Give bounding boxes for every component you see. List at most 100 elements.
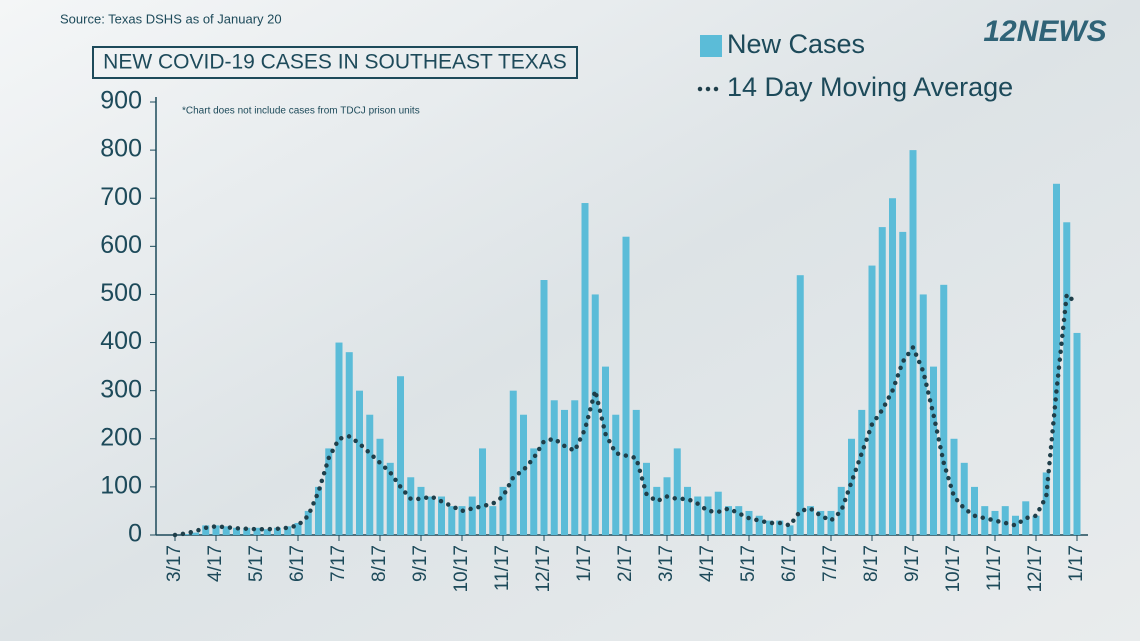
bar [356,390,363,535]
legend-swatch [700,35,722,57]
bar [222,526,230,535]
x-tick-label: 8/17 [861,545,882,582]
bar [345,352,353,535]
x-tick-label: 7/17 [820,545,841,582]
bar [725,506,732,535]
bar [735,506,743,535]
x-tick-label: 3/17 [656,545,677,582]
x-tick-label: 11/17 [984,545,1005,591]
bar [991,510,999,535]
bar [755,515,763,535]
bar [550,400,558,535]
bar [509,390,517,535]
bar [243,527,251,535]
bar [253,527,261,535]
y-tick-label: 900 [100,87,142,115]
annotation: *Chart does not include cases from TDCJ … [182,106,420,117]
bar [745,510,753,535]
bar [899,231,907,535]
bar [468,496,476,535]
x-tick-label: 11/17 [492,545,513,591]
bar [335,342,343,535]
bar [386,462,394,535]
bar [192,532,199,535]
bar [766,520,773,535]
bar [930,366,937,535]
bar [212,525,220,535]
y-tick-label: 700 [100,183,142,211]
bar [325,448,333,535]
y-tick-label: 200 [100,423,142,451]
x-tick-label: 5/17 [738,545,759,582]
bar [438,496,445,535]
x-tick-label: 2/17 [615,545,636,582]
bar [448,506,456,535]
bar [622,236,630,535]
bar [1001,506,1009,535]
title-box [92,46,578,79]
bar [673,448,681,535]
x-tick-label: 12/17 [533,545,554,593]
x-tick-label: 10/17 [943,545,964,593]
bar [807,506,814,535]
source: Source: Texas DSHS as of January 20 [60,11,282,26]
chart-title: NEW COVID-19 CASES IN SOUTHEAST TEXAS [103,51,567,74]
bar [704,496,712,535]
bar [397,376,404,535]
x-tick-label: 4/17 [697,545,718,582]
bar [796,275,804,535]
bar [960,462,968,535]
bar [950,438,958,535]
bar [776,520,784,535]
bar [376,438,384,535]
bar [489,506,497,535]
bar [919,294,927,535]
bar [458,506,466,535]
y-tick-label: 500 [100,279,142,307]
bar [837,486,845,535]
y-tick-label: 400 [100,327,142,355]
x-tick-label: 6/17 [779,545,800,582]
bar [971,486,978,535]
y-tick-label: 800 [100,135,142,163]
x-tick-label: 6/17 [287,545,308,582]
bar [304,510,312,535]
x-tick-label: 10/17 [451,545,472,593]
bar [643,462,650,535]
bar [1063,222,1071,535]
bar [530,448,538,535]
bar [427,496,435,535]
logo: 12NEWS [983,15,1106,48]
bar [632,409,640,535]
x-tick-label: 4/17 [205,545,226,582]
bar [366,414,374,535]
legend-label: New Cases [727,29,865,59]
bar [561,409,568,535]
bar [694,496,702,535]
x-tick-label: 7/17 [328,545,349,582]
x-tick-label: 1/17 [1066,545,1087,582]
x-tick-label: 9/17 [902,545,923,582]
bar [233,527,240,535]
bar [653,486,661,535]
bar [1073,332,1081,535]
bar [868,265,876,535]
bar [294,522,302,535]
bar [878,227,886,536]
moving-average-line [172,289,1080,538]
bar [417,486,425,535]
bar [591,294,599,535]
y-tick-label: 300 [100,375,142,403]
y-tick-label: 600 [100,231,142,259]
x-tick-label: 3/17 [164,545,185,582]
bar [1032,515,1040,535]
bar [571,400,579,535]
bar [1042,472,1050,535]
bar [612,414,620,535]
legend-label: 14 Day Moving Average [727,72,1013,102]
bar [909,150,917,535]
x-tick-label: 9/17 [410,545,431,582]
bar [284,526,292,535]
x-tick-label: 1/17 [574,545,595,582]
